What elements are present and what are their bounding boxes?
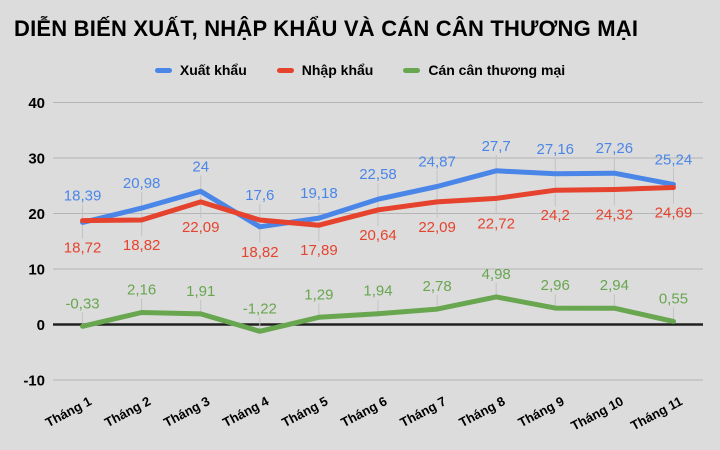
y-axis-label: 0 [37, 317, 45, 334]
data-label: 4,98 [482, 266, 511, 283]
data-label: 27,16 [536, 141, 574, 158]
data-label: 24 [192, 158, 209, 175]
y-axis-label: -10 [23, 373, 45, 390]
data-label: 25,24 [655, 151, 693, 168]
legend-label-nhap-khau: Nhập khẩu [301, 62, 374, 78]
y-axis-label: 10 [28, 262, 45, 279]
legend: Xuất khẩu Nhập khẩu Cán cân thương mại [0, 62, 720, 78]
data-label: 17,6 [245, 187, 274, 204]
legend-item-can-can: Cán cân thương mại [403, 62, 565, 78]
data-label: 0,55 [659, 290, 688, 307]
x-axis-label: Tháng 10 [568, 393, 625, 433]
data-label: 27,7 [482, 138, 511, 155]
legend-swatch-can-can-icon [403, 67, 421, 73]
x-axis-label: Tháng 11 [628, 393, 685, 433]
data-label: 2,78 [422, 278, 451, 295]
data-label: 20,64 [359, 227, 397, 244]
chart-title: DIỄN BIẾN XUẤT, NHẬP KHẨU VÀ CÁN CÂN THƯ… [14, 16, 639, 41]
x-axis-label: Tháng 5 [279, 393, 330, 430]
x-axis-label: Tháng 8 [457, 393, 508, 430]
x-axis-label: Tháng 7 [397, 393, 448, 430]
data-label: -1,22 [243, 300, 277, 317]
legend-item-nhap-khau: Nhập khẩu [276, 62, 374, 78]
legend-label-xuat-khau: Xuất khẩu [179, 62, 247, 78]
data-label: 18,72 [64, 239, 102, 256]
x-axis-label: Tháng 9 [516, 393, 567, 430]
data-label: 24,69 [655, 204, 693, 221]
y-axis-label: 30 [28, 151, 45, 168]
data-label: -0,33 [65, 295, 99, 312]
x-axis-label: Tháng 4 [220, 393, 272, 430]
series-line-1 [80, 185, 676, 228]
data-label: 1,94 [363, 283, 392, 300]
legend-label-can-can: Cán cân thương mại [428, 62, 566, 78]
data-label: 17,89 [300, 242, 338, 259]
data-label: 22,72 [477, 215, 515, 232]
x-axis-label: Tháng 2 [102, 393, 153, 430]
data-label: 18,39 [64, 188, 102, 205]
data-label: 18,82 [123, 237, 161, 254]
data-label: 27,26 [596, 140, 634, 157]
data-label: 22,09 [182, 219, 220, 236]
data-label: 18,82 [241, 244, 279, 261]
legend-swatch-xuat-khau-icon [154, 67, 172, 73]
data-label: 2,94 [600, 277, 629, 294]
y-axis-label: 40 [28, 95, 45, 112]
data-label: 24,87 [418, 153, 456, 170]
x-axis-label: Tháng 3 [161, 393, 212, 430]
legend-item-xuat-khau: Xuất khẩu [154, 62, 247, 78]
data-label: 2,96 [541, 277, 570, 294]
data-label: 22,58 [359, 166, 397, 183]
data-label: 19,18 [300, 185, 338, 202]
data-label: 1,29 [304, 286, 333, 303]
data-label: 22,09 [418, 219, 456, 236]
series-line-0 [80, 168, 676, 230]
data-label: 24,2 [541, 207, 570, 224]
x-axis-label: Tháng 1 [43, 393, 94, 430]
series-line-2 [80, 294, 676, 334]
y-axis-label: 20 [28, 206, 45, 223]
data-label: 24,32 [596, 207, 634, 224]
x-axis-label: Tháng 6 [338, 393, 389, 430]
data-label: 2,16 [127, 282, 156, 299]
data-label: 20,98 [123, 175, 161, 192]
data-label: 1,91 [186, 283, 215, 300]
legend-swatch-nhap-khau-icon [276, 67, 294, 73]
